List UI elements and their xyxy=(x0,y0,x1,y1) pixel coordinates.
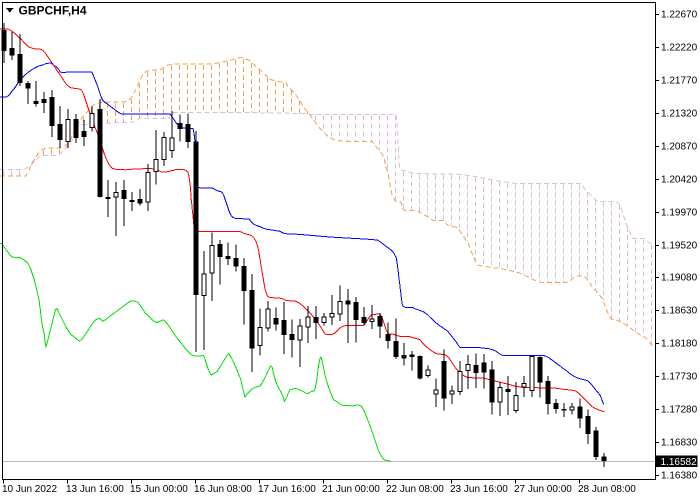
svg-text:1.21770: 1.21770 xyxy=(661,76,698,87)
svg-text:1.22220: 1.22220 xyxy=(661,43,698,54)
svg-text:1.17730: 1.17730 xyxy=(661,372,698,383)
svg-text:1.19520: 1.19520 xyxy=(661,241,698,252)
svg-text:1.18180: 1.18180 xyxy=(661,339,698,350)
svg-text:GBPCHF,H4: GBPCHF,H4 xyxy=(19,4,87,18)
svg-text:13 Jun 16:00: 13 Jun 16:00 xyxy=(66,484,124,495)
svg-text:28 Jun 08:00: 28 Jun 08:00 xyxy=(578,484,636,495)
svg-text:27 Jun 00:00: 27 Jun 00:00 xyxy=(514,484,572,495)
svg-text:15 Jun 00:00: 15 Jun 00:00 xyxy=(130,484,188,495)
svg-text:1.19970: 1.19970 xyxy=(661,208,698,219)
svg-text:1.16830: 1.16830 xyxy=(661,438,698,449)
svg-text:1.16380: 1.16380 xyxy=(661,471,698,482)
svg-text:10 Jun 2022: 10 Jun 2022 xyxy=(2,484,57,495)
svg-text:1.20420: 1.20420 xyxy=(661,175,698,186)
svg-text:16 Jun 08:00: 16 Jun 08:00 xyxy=(194,484,252,495)
svg-text:1.18630: 1.18630 xyxy=(661,306,698,317)
svg-text:21 Jun 00:00: 21 Jun 00:00 xyxy=(322,484,380,495)
svg-text:1.17280: 1.17280 xyxy=(661,405,698,416)
svg-text:23 Jun 16:00: 23 Jun 16:00 xyxy=(450,484,508,495)
svg-text:1.21320: 1.21320 xyxy=(661,109,698,120)
svg-text:1.16582: 1.16582 xyxy=(661,457,698,468)
svg-text:1.19080: 1.19080 xyxy=(661,273,698,284)
svg-text:1.20870: 1.20870 xyxy=(661,142,698,153)
svg-text:22 Jun 08:00: 22 Jun 08:00 xyxy=(386,484,444,495)
svg-text:1.22670: 1.22670 xyxy=(661,10,698,21)
svg-text:17 Jun 16:00: 17 Jun 16:00 xyxy=(258,484,316,495)
